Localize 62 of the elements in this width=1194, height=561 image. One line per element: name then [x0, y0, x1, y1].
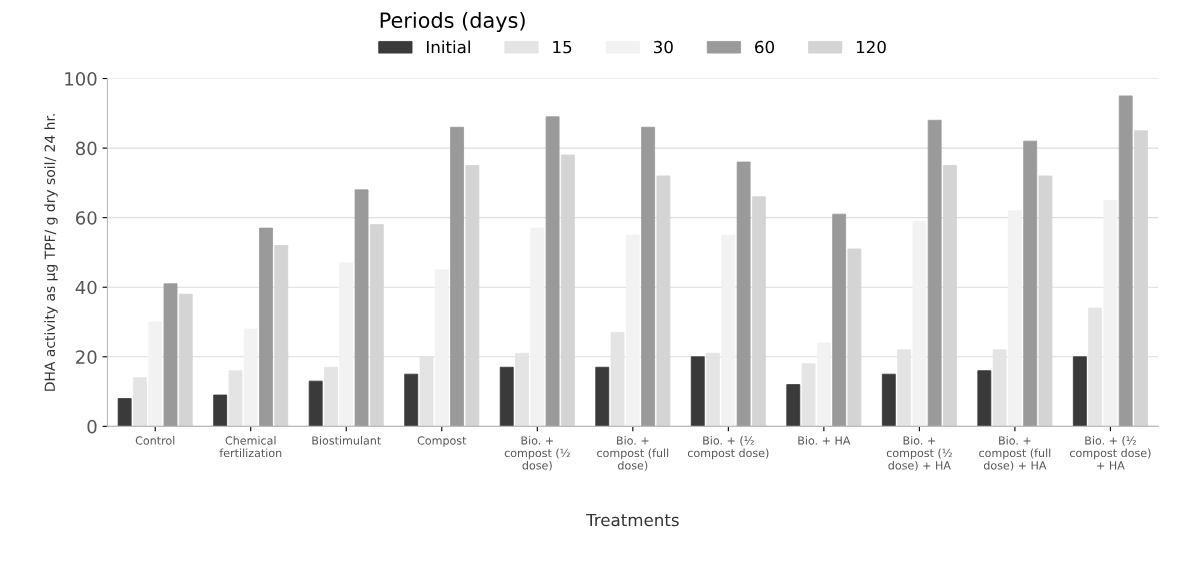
- x-tick-label: Bio. + compost (full dose): [597, 436, 669, 471]
- bar: [117, 398, 132, 427]
- legend-label: 60: [755, 40, 775, 54]
- legend-label: Initial: [427, 40, 470, 54]
- bar: [801, 363, 816, 427]
- y-tick-label: 100: [65, 72, 97, 86]
- bar: [530, 227, 545, 427]
- bar: [450, 126, 464, 427]
- bar: [595, 366, 610, 427]
- x-tick-label: Bio. + (½ compost dose): [687, 436, 769, 460]
- bar: [912, 220, 927, 427]
- x-tick-label: Bio. + compost (½ dose) + HA: [886, 436, 952, 471]
- legend-label: 30: [653, 40, 673, 54]
- x-tick-label: Control: [135, 436, 175, 445]
- bar: [721, 234, 736, 427]
- x-tick-label: Bio. + HA: [798, 436, 851, 445]
- bar: [832, 213, 847, 427]
- x-tick-label: Bio. + (½ compost dose) + HA: [1070, 436, 1151, 470]
- bar: [1103, 199, 1118, 427]
- bar: [339, 262, 354, 427]
- x-tick-label: Chemical fertilization: [219, 436, 282, 458]
- legend-title: Periods (days): [380, 11, 525, 33]
- bar: [308, 380, 323, 427]
- bar: [354, 189, 369, 427]
- bar: [148, 321, 163, 427]
- bar: [1007, 210, 1022, 427]
- y-tick-label: 60: [76, 211, 97, 225]
- bar: [625, 234, 640, 427]
- bar: [499, 366, 514, 427]
- bar: [133, 377, 147, 427]
- y-tick-label: 20: [76, 350, 97, 364]
- bar: [1023, 140, 1038, 427]
- bar: [228, 370, 243, 427]
- bar: [736, 161, 751, 427]
- bar: [243, 328, 258, 427]
- bar: [324, 366, 338, 427]
- x-tick-label: Bio. + compost (full dose) + HA: [979, 436, 1051, 471]
- bar: [927, 119, 942, 427]
- y-axis-title: DHA activity as µg TPF/ g dry soil/ 24 hr.: [44, 114, 58, 391]
- bar: [690, 356, 705, 427]
- legend-label: 15: [553, 40, 572, 54]
- x-tick-label: Compost: [417, 436, 467, 447]
- y-tick-label: 40: [75, 280, 97, 295]
- x-tick-label: Bio. + compost (½ dose): [504, 436, 570, 471]
- legend-label: 120: [856, 40, 886, 54]
- bar: [816, 342, 831, 427]
- bar: [404, 373, 419, 427]
- y-tick-label: 80: [75, 141, 97, 156]
- x-tick-label: Biostimulant: [312, 436, 381, 445]
- x-axis-title: Treatments: [586, 513, 679, 527]
- bar: [163, 283, 178, 427]
- bar: [1118, 95, 1133, 427]
- bar: [259, 227, 273, 427]
- bar: [213, 394, 228, 427]
- bar: [545, 116, 560, 427]
- bar: [641, 126, 656, 427]
- bar: [434, 269, 449, 427]
- bar: [977, 370, 992, 427]
- y-tick-label: 0: [87, 419, 97, 434]
- bar: [881, 373, 896, 427]
- bar: [786, 384, 801, 427]
- bar: [1072, 356, 1087, 427]
